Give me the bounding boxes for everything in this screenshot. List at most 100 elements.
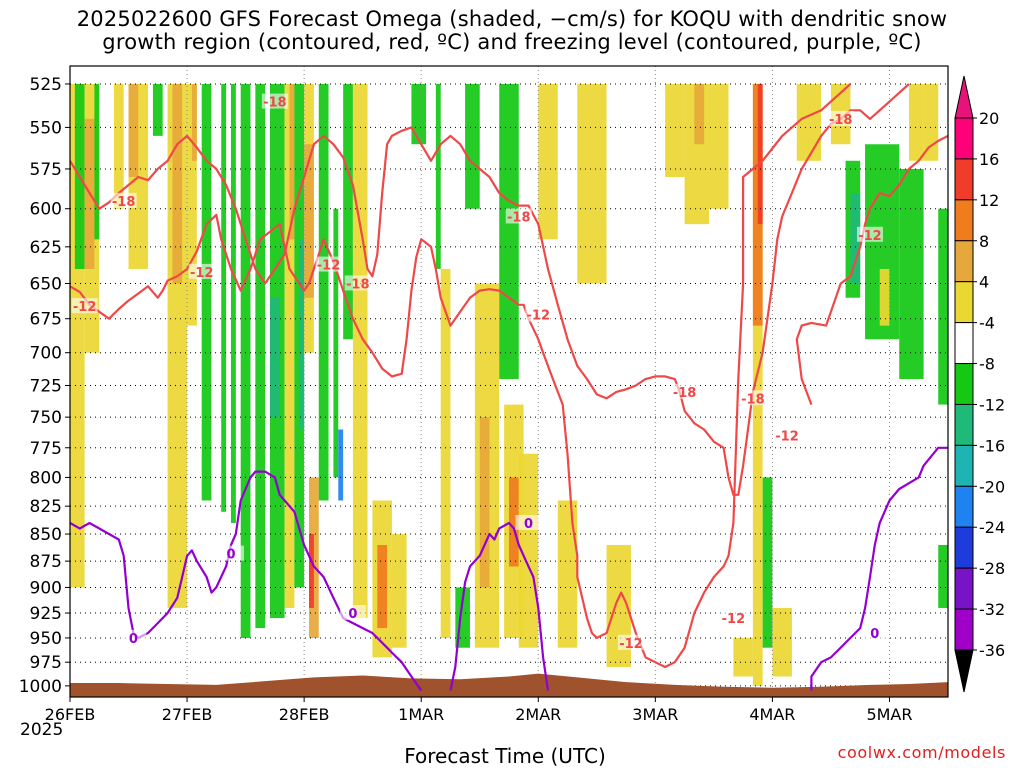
contour-label: -12 xyxy=(775,430,799,445)
omega-cell xyxy=(343,83,353,340)
omega-cell xyxy=(411,83,427,145)
omega-cell xyxy=(899,168,924,380)
omega-cell xyxy=(221,83,227,512)
contour-line xyxy=(70,470,423,692)
omega-cell xyxy=(577,83,607,284)
colorbar-band xyxy=(954,608,974,651)
omega-cell xyxy=(923,83,939,161)
omega-cell xyxy=(538,83,558,240)
y-tick-label: 775 xyxy=(30,439,62,459)
omega-cell xyxy=(338,429,344,501)
y-tick-label: 800 xyxy=(30,468,62,488)
omega-cell xyxy=(479,417,490,588)
contour-label-bg xyxy=(217,545,244,561)
colorbar-tick-label: -28 xyxy=(979,559,1005,578)
colorbar-band xyxy=(954,363,974,405)
x-axis-year-label: 2025 xyxy=(20,720,64,740)
contour-label: -18 xyxy=(112,195,136,210)
omega-cell xyxy=(518,453,539,648)
colorbar-band xyxy=(954,281,974,324)
contour-label-bg xyxy=(827,110,854,126)
omega-cell xyxy=(733,637,753,677)
colorbar-under-triangle xyxy=(954,649,974,693)
omega-cell xyxy=(879,268,890,326)
plot-frame xyxy=(69,65,949,698)
y-tick-label: 750 xyxy=(30,408,62,428)
y-tick-label: 725 xyxy=(30,376,62,396)
x-tick-label: 4MAR xyxy=(749,705,795,724)
terrain-fill xyxy=(70,673,948,697)
chart-title-line-2: growth region (contoured, red, ºC) and f… xyxy=(102,30,922,54)
y-tick-label: 575 xyxy=(30,160,62,180)
colorbar-tick-label: 20 xyxy=(979,109,999,128)
omega-cell xyxy=(391,534,407,648)
omega-cell xyxy=(440,268,451,638)
omega-cell xyxy=(435,83,441,269)
y-tick-label: 1000 xyxy=(19,677,62,697)
omega-cell xyxy=(796,83,822,161)
omega-cell xyxy=(318,83,329,501)
contour-label-bg xyxy=(344,275,371,291)
plot-area: -18 -12 -12 -18 -12 -18 -18 -12 -18 -18 -12 -18 -12 -… xyxy=(70,66,948,697)
omega-cell xyxy=(850,192,861,284)
x-tick-label: 1MAR xyxy=(398,705,444,724)
omega-cell xyxy=(938,208,948,405)
colorbar-tick-label: -12 xyxy=(979,395,1005,414)
omega-cell xyxy=(284,83,295,608)
omega-cell xyxy=(255,83,266,629)
omega-cell xyxy=(187,83,197,326)
y-tick-label: 650 xyxy=(30,274,62,294)
contour-label: -12 xyxy=(73,300,97,315)
colorbar-band xyxy=(954,567,974,610)
omega-cell xyxy=(304,144,314,298)
y-tick-label: 900 xyxy=(30,578,62,598)
colorbar-band xyxy=(954,444,974,487)
omega-cell xyxy=(509,477,519,567)
omega-cell xyxy=(938,544,948,608)
omega-cell xyxy=(201,83,212,501)
x-tick-label: 5MAR xyxy=(866,705,912,724)
x-tick-label: 27FEB xyxy=(162,705,213,724)
omega-cell xyxy=(499,83,519,380)
contour-label-bg xyxy=(120,629,147,645)
y-tick-label: 925 xyxy=(30,604,62,624)
y-tick-label: 825 xyxy=(30,497,62,517)
x-tick-label: 3MAR xyxy=(632,705,678,724)
contour-label: -18 xyxy=(673,386,697,401)
omega-cell xyxy=(772,607,792,677)
y-tick-label: 675 xyxy=(30,310,62,330)
y-tick-label: 875 xyxy=(30,552,62,572)
contour-label-bg xyxy=(671,383,698,399)
colorbar-tick-label: 12 xyxy=(979,191,999,210)
omega-cell xyxy=(333,208,339,478)
contour-label-bg xyxy=(505,208,532,224)
y-tick-label: 550 xyxy=(30,118,62,138)
y-tick-label: 850 xyxy=(30,525,62,545)
contour-label: -18 xyxy=(263,96,287,111)
omega-cell xyxy=(191,83,197,161)
omega-cell xyxy=(708,83,729,209)
colorbar-tick-label: -24 xyxy=(979,518,1005,537)
omega-cell xyxy=(240,83,251,638)
omega-cell xyxy=(299,239,305,430)
x-tick-label: 26FEB xyxy=(45,705,96,724)
colorbar-band xyxy=(954,526,974,569)
colorbar-tick-label: -20 xyxy=(979,477,1005,496)
chart-title-line-1: 2025022600 GFS Forecast Omega (shaded, −… xyxy=(76,7,948,31)
credit-link[interactable]: coolwx.com/models xyxy=(837,743,1006,762)
colorbar-band xyxy=(954,322,974,365)
contour-label-bg xyxy=(720,610,747,626)
contour-label: -18 xyxy=(507,210,531,225)
omega-cell xyxy=(113,83,124,209)
colorbar-tick-label: -16 xyxy=(979,436,1005,455)
omega-cell xyxy=(752,83,763,686)
contour-label-bg xyxy=(261,93,288,109)
omega-cell xyxy=(377,544,388,629)
colorbar-over-triangle xyxy=(954,75,974,119)
omega-cell xyxy=(230,83,236,523)
omega-cell xyxy=(694,83,705,145)
contour-label: -12 xyxy=(858,229,882,244)
omega-cell xyxy=(762,477,773,648)
contour-label: 0 xyxy=(226,548,235,563)
